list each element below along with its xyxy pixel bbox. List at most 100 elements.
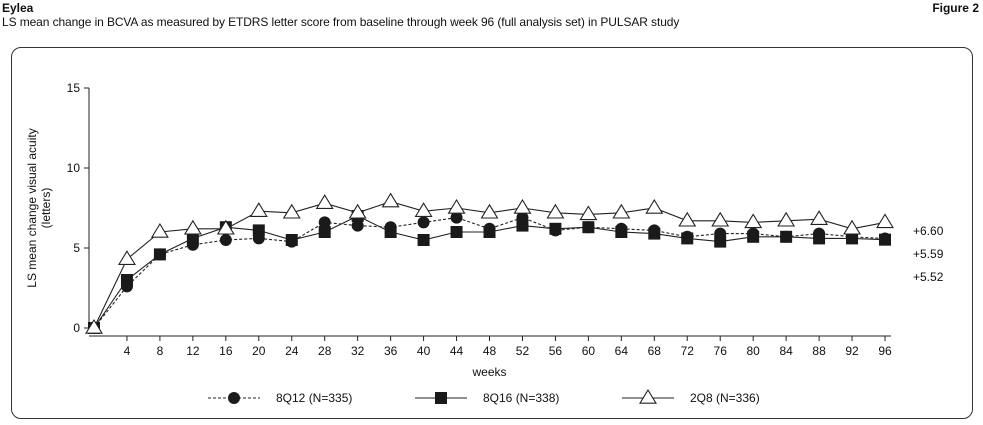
data-point [150, 222, 169, 238]
legend-label: 2Q8 (N=336) [690, 391, 760, 405]
x-tick-label: 8 [157, 344, 164, 358]
legend-item: 2Q8 (N=336) [622, 388, 760, 405]
x-tick-label: 56 [549, 344, 563, 358]
data-point [582, 221, 595, 234]
data-point [153, 248, 166, 261]
end-value-label: +5.59 [913, 247, 944, 261]
series-layer [85, 192, 894, 334]
x-tick-label: 80 [746, 344, 760, 358]
data-point [711, 211, 730, 227]
legend: 8Q12 (N=335) 8Q16 (N=338) 2Q8 (N=336) [208, 388, 760, 405]
data-point [549, 222, 562, 235]
y-tick-label: 5 [73, 241, 80, 255]
data-point [351, 219, 364, 232]
data-point [615, 226, 628, 238]
data-point [846, 232, 859, 245]
data-point [318, 226, 331, 238]
x-tick-label: 4 [124, 344, 131, 358]
x-tick-label: 76 [714, 344, 728, 358]
x-tick-label: 52 [516, 344, 530, 358]
data-point [447, 198, 466, 214]
legend-marker [228, 392, 240, 404]
legend-marker [435, 392, 447, 404]
x-tick-label: 36 [384, 344, 398, 358]
data-point [120, 274, 133, 286]
data-point [450, 211, 463, 224]
y-tick-label: 15 [67, 81, 81, 95]
data-point [450, 226, 463, 238]
legend-item: 8Q12 (N=335) [208, 391, 352, 405]
x-tick-label: 12 [186, 344, 200, 358]
data-point [417, 234, 430, 246]
figure-number: Figure 2 [932, 1, 979, 15]
y-tick-label: 0 [73, 321, 80, 335]
data-point [414, 202, 433, 217]
data-point [777, 211, 796, 227]
x-tick-label: 92 [845, 344, 859, 358]
data-point [381, 192, 400, 208]
x-tick-label: 32 [351, 344, 365, 358]
series-line [93, 201, 886, 329]
data-point [714, 235, 727, 248]
x-tick-label: 88 [812, 344, 826, 358]
data-point [85, 318, 103, 334]
x-tick-label: 28 [318, 344, 332, 358]
x-tick-label: 24 [285, 344, 299, 358]
data-point [648, 227, 661, 240]
x-tick-label: 44 [450, 344, 464, 358]
data-point [417, 216, 430, 229]
x-tick-label: 96 [878, 344, 892, 358]
labels-layer: +6.60 +5.59 +5.52 [913, 224, 944, 284]
data-point [678, 211, 697, 227]
data-point [480, 203, 499, 219]
data-point [318, 216, 331, 229]
data-point [348, 203, 367, 219]
x-tick-label: 60 [582, 344, 596, 358]
x-tick-label: 16 [219, 344, 233, 358]
data-point [513, 198, 532, 214]
data-point [384, 226, 397, 238]
x-tick-label: 84 [779, 344, 793, 358]
x-tick-label: 48 [483, 344, 497, 358]
data-point [249, 202, 268, 217]
x-axis-label: weeks [471, 365, 506, 379]
x-tick-label: 20 [252, 344, 266, 358]
series-square [88, 210, 891, 334]
legend-label: 8Q12 (N=335) [276, 391, 352, 405]
data-point [186, 232, 199, 245]
data-point [879, 233, 891, 246]
series-triangle [85, 192, 894, 334]
end-value-label: +5.52 [913, 270, 944, 284]
data-point [219, 234, 232, 246]
data-point [681, 232, 694, 245]
x-tick-label: 68 [648, 344, 662, 358]
data-point [546, 203, 565, 219]
data-point [282, 203, 301, 219]
data-point [645, 198, 664, 214]
data-point [252, 224, 265, 237]
y-axis-label: (letters) [39, 188, 53, 229]
data-point [285, 234, 298, 246]
chart-frame [11, 47, 973, 419]
data-point [747, 230, 760, 243]
data-point [780, 230, 793, 243]
x-tick-label: 72 [681, 344, 695, 358]
end-value-label: +6.60 [913, 224, 944, 238]
legend-item: 8Q16 (N=338) [415, 391, 559, 405]
data-point [843, 219, 862, 235]
data-point [810, 210, 829, 225]
data-point [183, 219, 202, 235]
data-point [744, 213, 763, 229]
data-point [612, 203, 631, 219]
x-tick-label: 40 [417, 344, 431, 358]
legend-marker [639, 388, 657, 404]
figure-caption: LS mean change in BCVA as measured by ET… [2, 15, 680, 29]
data-point [876, 213, 894, 229]
legend-label: 8Q16 (N=338) [483, 391, 559, 405]
product-name: Eylea [2, 1, 34, 15]
y-axis-label: LS mean change visual acuity [25, 128, 39, 287]
data-point [579, 205, 598, 221]
data-point [315, 194, 334, 209]
